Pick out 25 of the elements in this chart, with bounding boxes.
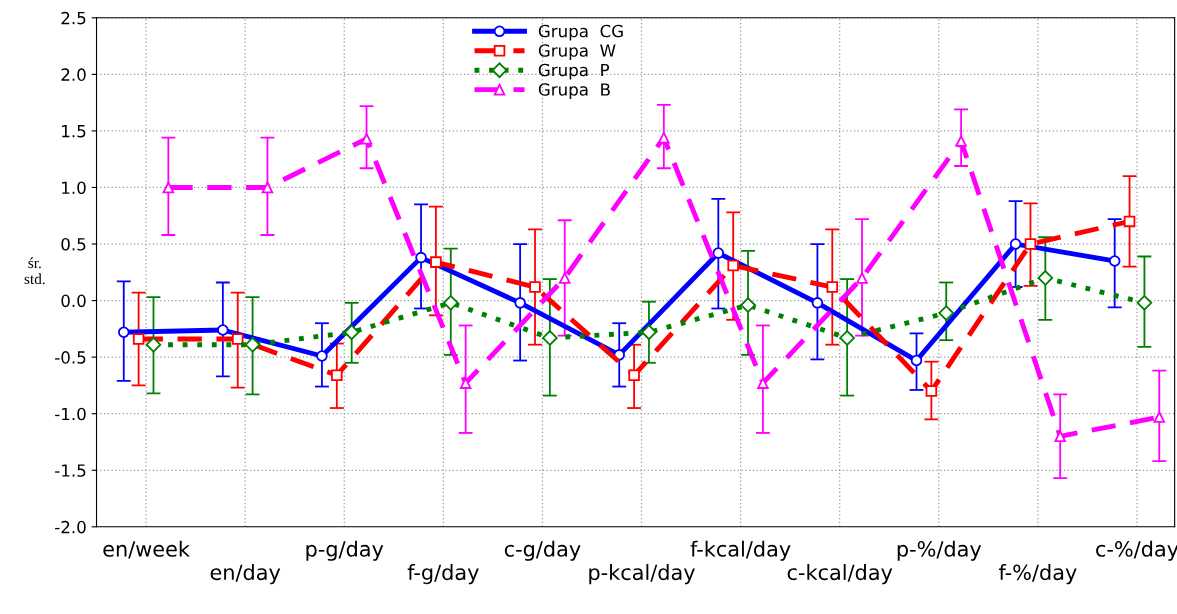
y-tick-label: 1.0 bbox=[62, 181, 86, 195]
legend-label: Grupa CG bbox=[538, 24, 623, 41]
y-tick-label: -2.0 bbox=[55, 520, 86, 534]
x-tick-label: f-%/day bbox=[998, 564, 1077, 585]
y-tick-label: 1.5 bbox=[62, 125, 86, 138]
x-tick-label: p-g/day bbox=[306, 540, 384, 561]
y-tick-label: -0.5 bbox=[55, 351, 86, 364]
y-axis-title: śr. std. bbox=[24, 257, 45, 285]
x-tick-label: en/week bbox=[103, 540, 190, 559]
y-tick-label: 0.0 bbox=[61, 294, 86, 308]
y-tick-label: 0.5 bbox=[61, 237, 86, 251]
x-tick-label: en/day bbox=[210, 564, 281, 585]
x-tick-label: p-%/day bbox=[897, 540, 982, 561]
y-tick-label: 2.5 bbox=[61, 11, 86, 25]
x-tick-label: c-g/day bbox=[504, 540, 581, 561]
x-tick-label: c-kcal/day bbox=[787, 564, 893, 585]
legend-label: Grupa W bbox=[538, 44, 616, 61]
x-tick-label: p-kcal/day bbox=[589, 564, 695, 585]
y-tick-label: -1.0 bbox=[55, 407, 86, 421]
y-tick-label: -1.5 bbox=[55, 464, 86, 477]
legend-label: Grupa B bbox=[538, 83, 610, 99]
y-tick-label: 2.0 bbox=[61, 68, 86, 81]
x-tick-label: f-g/day bbox=[407, 564, 479, 585]
legend-label: Grupa P bbox=[538, 63, 610, 80]
x-tick-label: f-kcal/day bbox=[690, 540, 791, 561]
